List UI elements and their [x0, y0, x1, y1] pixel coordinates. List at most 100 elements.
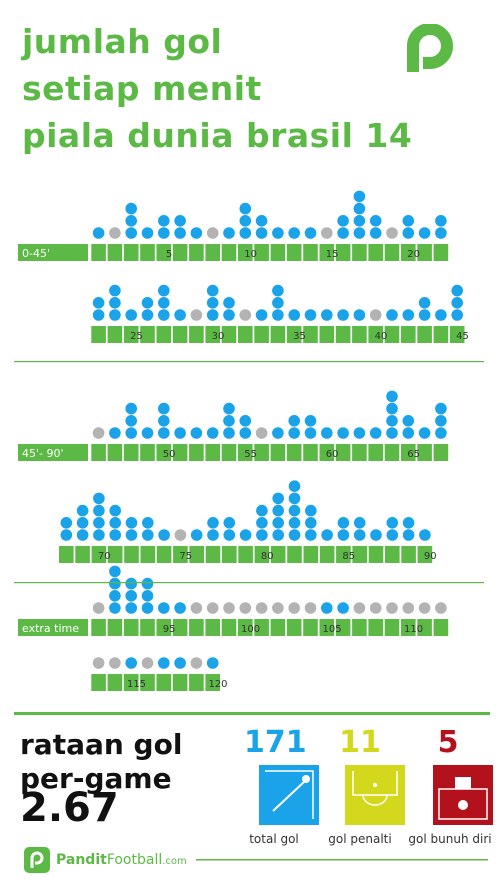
goal-dot	[451, 284, 464, 297]
minute-tick-label: 35	[293, 331, 306, 342]
goal-dot	[337, 427, 349, 439]
minute-cell	[75, 546, 90, 563]
goal-dot	[418, 309, 431, 321]
minute-cell	[140, 326, 155, 343]
goal-dot	[125, 517, 138, 529]
brand-name: PanditFootball.com	[56, 852, 187, 868]
goal-dot	[223, 309, 235, 321]
goal-dot	[304, 227, 317, 239]
goal-dot	[451, 309, 464, 321]
goal-dot	[256, 517, 268, 529]
goal-dot	[272, 309, 284, 321]
goal-dot	[206, 657, 219, 669]
goal-dot	[206, 309, 219, 321]
goal-dot	[206, 427, 219, 439]
goal-dot	[272, 227, 284, 239]
no-goal-dot	[255, 427, 268, 439]
goal-dot	[418, 427, 431, 439]
no-goal-dot	[109, 227, 121, 239]
goal-dot	[305, 504, 317, 517]
goal-dot	[305, 529, 317, 541]
minute-cell	[172, 619, 188, 636]
goal-dot	[353, 427, 366, 439]
goal-dot	[255, 215, 268, 227]
minute-cell	[254, 444, 269, 461]
goal-dot	[451, 297, 464, 309]
goal-dot	[223, 427, 235, 439]
minute-cell	[319, 546, 335, 563]
row-label-bg	[18, 619, 88, 636]
minute-cell	[417, 326, 432, 343]
goal-dot	[125, 227, 137, 239]
goal-dot	[402, 215, 415, 227]
goal-dot	[125, 577, 137, 590]
no-goal-dot	[239, 602, 252, 614]
goals-per-minute-chart: 0-45' 5 10 15 20 25 30 35 40 45 45'- 90' 50 55 60 65 70…	[14, 190, 484, 691]
goal-dot	[125, 215, 137, 227]
minute-cell	[385, 546, 400, 563]
no-goal-dot	[239, 309, 252, 321]
no-goal-dot	[190, 309, 203, 321]
minute-cell	[384, 244, 400, 261]
minute-cell	[401, 546, 416, 563]
minute-tick-label: 75	[179, 551, 192, 562]
goal-dot	[109, 590, 121, 602]
minute-cell	[189, 244, 204, 261]
minute-cell	[384, 619, 400, 636]
goal-dot	[174, 309, 186, 321]
goal-dot	[109, 284, 121, 297]
goal-dot	[141, 309, 154, 321]
penalty-goals-caption: gol penalti	[328, 832, 392, 846]
goal-dot	[402, 415, 415, 427]
minute-cell	[172, 444, 188, 461]
minute-cell	[205, 244, 220, 261]
goal-dot	[141, 427, 154, 439]
goal-dot	[288, 415, 301, 427]
minute-cell	[368, 244, 383, 261]
minute-cell	[335, 244, 351, 261]
minute-cell	[303, 546, 319, 563]
goal-dot	[353, 227, 366, 239]
goal-dot	[60, 517, 73, 529]
minute-cell	[319, 326, 335, 343]
goal-dot	[353, 215, 366, 227]
minute-cell	[123, 619, 139, 636]
minute-cell	[352, 546, 367, 563]
minute-cell	[303, 244, 318, 261]
minute-cell	[156, 546, 172, 563]
no-goal-dot	[304, 602, 317, 614]
goal-dot	[125, 590, 137, 602]
minute-cell	[140, 674, 155, 691]
goal-dot	[418, 297, 431, 309]
goal-dot	[174, 657, 186, 669]
penalty-goals-value: 11	[339, 725, 381, 760]
goal-dot	[109, 504, 121, 517]
goal-dot	[92, 297, 105, 309]
goal-dot	[223, 297, 235, 309]
minute-tick-label: 115	[127, 679, 146, 690]
goal-dot	[206, 284, 219, 297]
minute-cell	[205, 546, 221, 563]
minute-cell	[173, 546, 188, 563]
no-goal-dot	[92, 657, 105, 669]
goal-dot	[158, 309, 170, 321]
minute-cell	[286, 326, 302, 343]
minute-cell	[156, 444, 172, 461]
penalty-box-icon	[345, 765, 405, 825]
minute-cell	[433, 326, 449, 343]
minute-tick-label: 110	[404, 624, 423, 635]
minute-cell	[433, 244, 449, 261]
minute-cell	[286, 619, 302, 636]
goal-dot	[435, 427, 447, 439]
no-goal-dot	[141, 657, 154, 669]
minute-cell	[319, 619, 335, 636]
goal-dot	[288, 517, 301, 529]
goal-dot	[109, 427, 121, 439]
goal-dot	[321, 529, 333, 541]
total-goals-caption: total gol	[249, 832, 299, 846]
no-goal-dot	[435, 602, 447, 614]
goal-dot	[402, 529, 415, 541]
no-goal-dot	[190, 602, 203, 614]
goal-dot	[109, 309, 121, 321]
goal-dot	[402, 227, 415, 239]
